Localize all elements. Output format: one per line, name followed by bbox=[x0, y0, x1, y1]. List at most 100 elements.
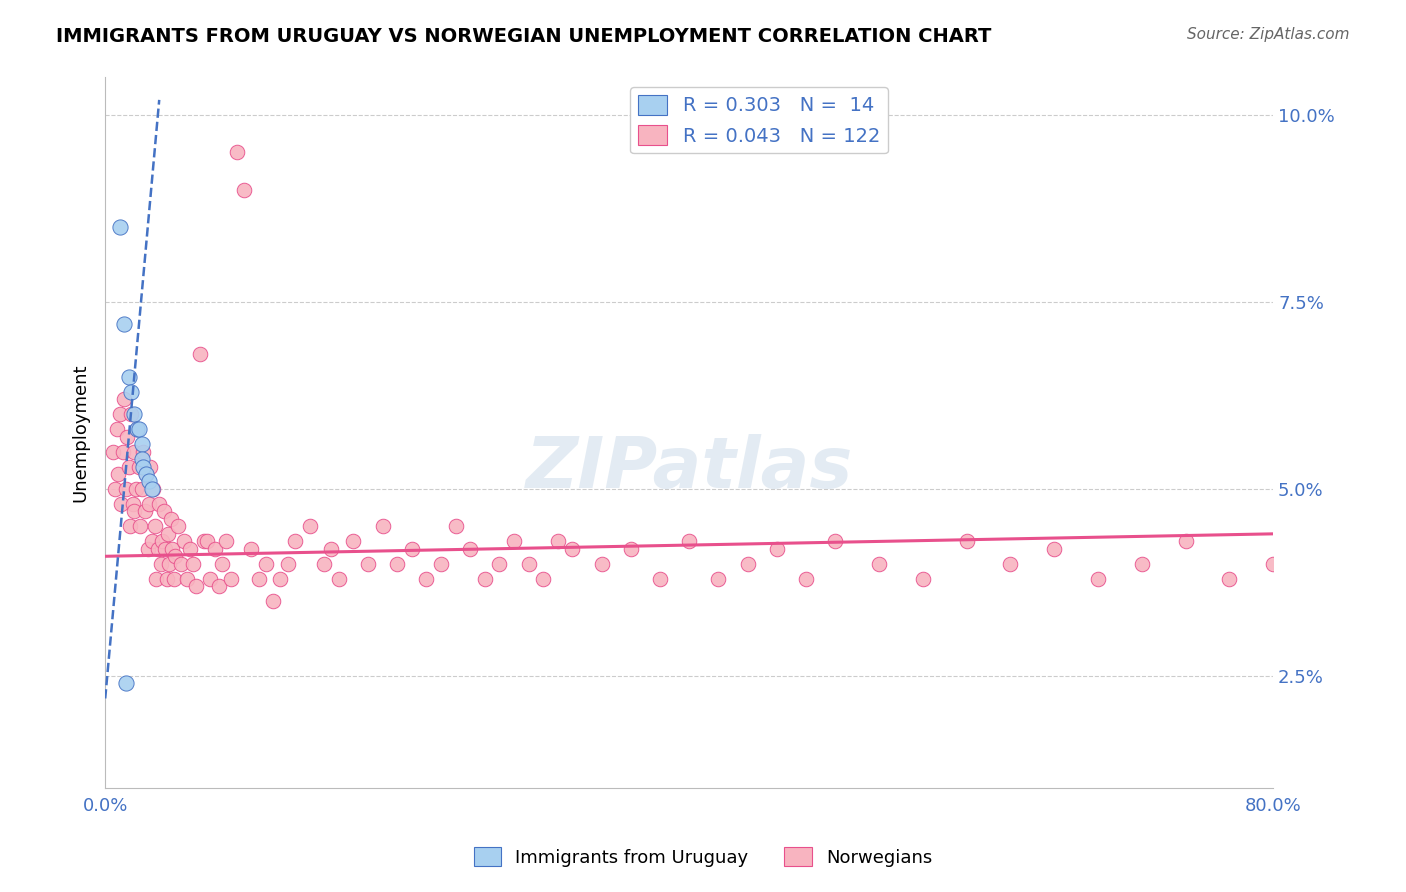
Point bbox=[1379, 572, 1402, 586]
Point bbox=[765, 541, 787, 556]
Point bbox=[517, 557, 540, 571]
Point bbox=[321, 541, 343, 556]
Point bbox=[105, 422, 128, 436]
Point bbox=[298, 519, 321, 533]
Point bbox=[117, 459, 139, 474]
Point bbox=[132, 459, 155, 474]
Point bbox=[135, 467, 157, 481]
Point bbox=[155, 572, 177, 586]
Text: ZIPatlas: ZIPatlas bbox=[526, 434, 853, 503]
Point bbox=[143, 519, 166, 533]
Point bbox=[108, 220, 131, 235]
Point bbox=[134, 504, 156, 518]
Y-axis label: Unemployment: Unemployment bbox=[72, 364, 89, 502]
Point bbox=[110, 497, 132, 511]
Point bbox=[474, 572, 496, 586]
Point bbox=[139, 459, 162, 474]
Text: Source: ZipAtlas.com: Source: ZipAtlas.com bbox=[1187, 27, 1350, 42]
Point bbox=[193, 534, 215, 549]
Point bbox=[124, 444, 146, 458]
Point bbox=[1320, 572, 1343, 586]
Point bbox=[1218, 572, 1240, 586]
Point bbox=[1291, 541, 1313, 556]
Point bbox=[737, 557, 759, 571]
Point bbox=[152, 504, 174, 518]
Point bbox=[1393, 557, 1406, 571]
Point bbox=[138, 497, 160, 511]
Point bbox=[122, 497, 145, 511]
Point bbox=[121, 384, 143, 399]
Point bbox=[488, 557, 510, 571]
Point bbox=[415, 572, 437, 586]
Point bbox=[150, 534, 173, 549]
Point bbox=[200, 572, 222, 586]
Point bbox=[269, 572, 291, 586]
Point bbox=[132, 444, 155, 458]
Point bbox=[163, 572, 186, 586]
Point bbox=[138, 475, 160, 489]
Point bbox=[678, 534, 700, 549]
Point bbox=[118, 519, 141, 533]
Point bbox=[165, 549, 187, 564]
Point bbox=[387, 557, 409, 571]
Point bbox=[173, 534, 195, 549]
Point bbox=[240, 541, 263, 556]
Point bbox=[1087, 572, 1109, 586]
Point bbox=[181, 557, 204, 571]
Point bbox=[129, 519, 152, 533]
Point bbox=[141, 534, 163, 549]
Point bbox=[131, 452, 153, 467]
Point bbox=[107, 467, 129, 481]
Point bbox=[262, 594, 284, 608]
Point bbox=[1174, 534, 1197, 549]
Point bbox=[188, 347, 211, 361]
Point bbox=[430, 557, 453, 571]
Legend: Immigrants from Uruguay, Norwegians: Immigrants from Uruguay, Norwegians bbox=[467, 840, 939, 874]
Point bbox=[342, 534, 364, 549]
Point bbox=[328, 572, 350, 586]
Point bbox=[824, 534, 846, 549]
Point bbox=[955, 534, 977, 549]
Point bbox=[219, 572, 242, 586]
Point bbox=[124, 407, 146, 421]
Point bbox=[357, 557, 380, 571]
Point bbox=[179, 541, 201, 556]
Point bbox=[156, 526, 179, 541]
Point bbox=[232, 183, 254, 197]
Point bbox=[401, 541, 423, 556]
Point bbox=[225, 145, 247, 160]
Point bbox=[1263, 557, 1285, 571]
Point bbox=[101, 444, 124, 458]
Point bbox=[131, 482, 153, 496]
Point bbox=[1000, 557, 1022, 571]
Point bbox=[148, 497, 170, 511]
Legend: R = 0.303   N =  14, R = 0.043   N = 122: R = 0.303 N = 14, R = 0.043 N = 122 bbox=[630, 87, 889, 153]
Point bbox=[911, 572, 934, 586]
Point bbox=[211, 557, 233, 571]
Point bbox=[1350, 557, 1372, 571]
Point bbox=[146, 541, 169, 556]
Point bbox=[197, 534, 219, 549]
Point bbox=[208, 579, 231, 593]
Point bbox=[458, 541, 481, 556]
Point bbox=[868, 557, 890, 571]
Point bbox=[112, 392, 135, 406]
Point bbox=[162, 541, 184, 556]
Point bbox=[1043, 541, 1066, 556]
Point bbox=[160, 512, 183, 526]
Point bbox=[794, 572, 817, 586]
Point bbox=[115, 429, 138, 443]
Point bbox=[247, 572, 270, 586]
Point bbox=[125, 482, 148, 496]
Point bbox=[215, 534, 238, 549]
Point bbox=[128, 459, 150, 474]
Point bbox=[176, 572, 198, 586]
Point bbox=[159, 557, 181, 571]
Point bbox=[314, 557, 336, 571]
Point bbox=[127, 422, 149, 436]
Point bbox=[131, 437, 153, 451]
Point bbox=[184, 579, 207, 593]
Point bbox=[114, 482, 136, 496]
Point bbox=[277, 557, 299, 571]
Point bbox=[591, 557, 613, 571]
